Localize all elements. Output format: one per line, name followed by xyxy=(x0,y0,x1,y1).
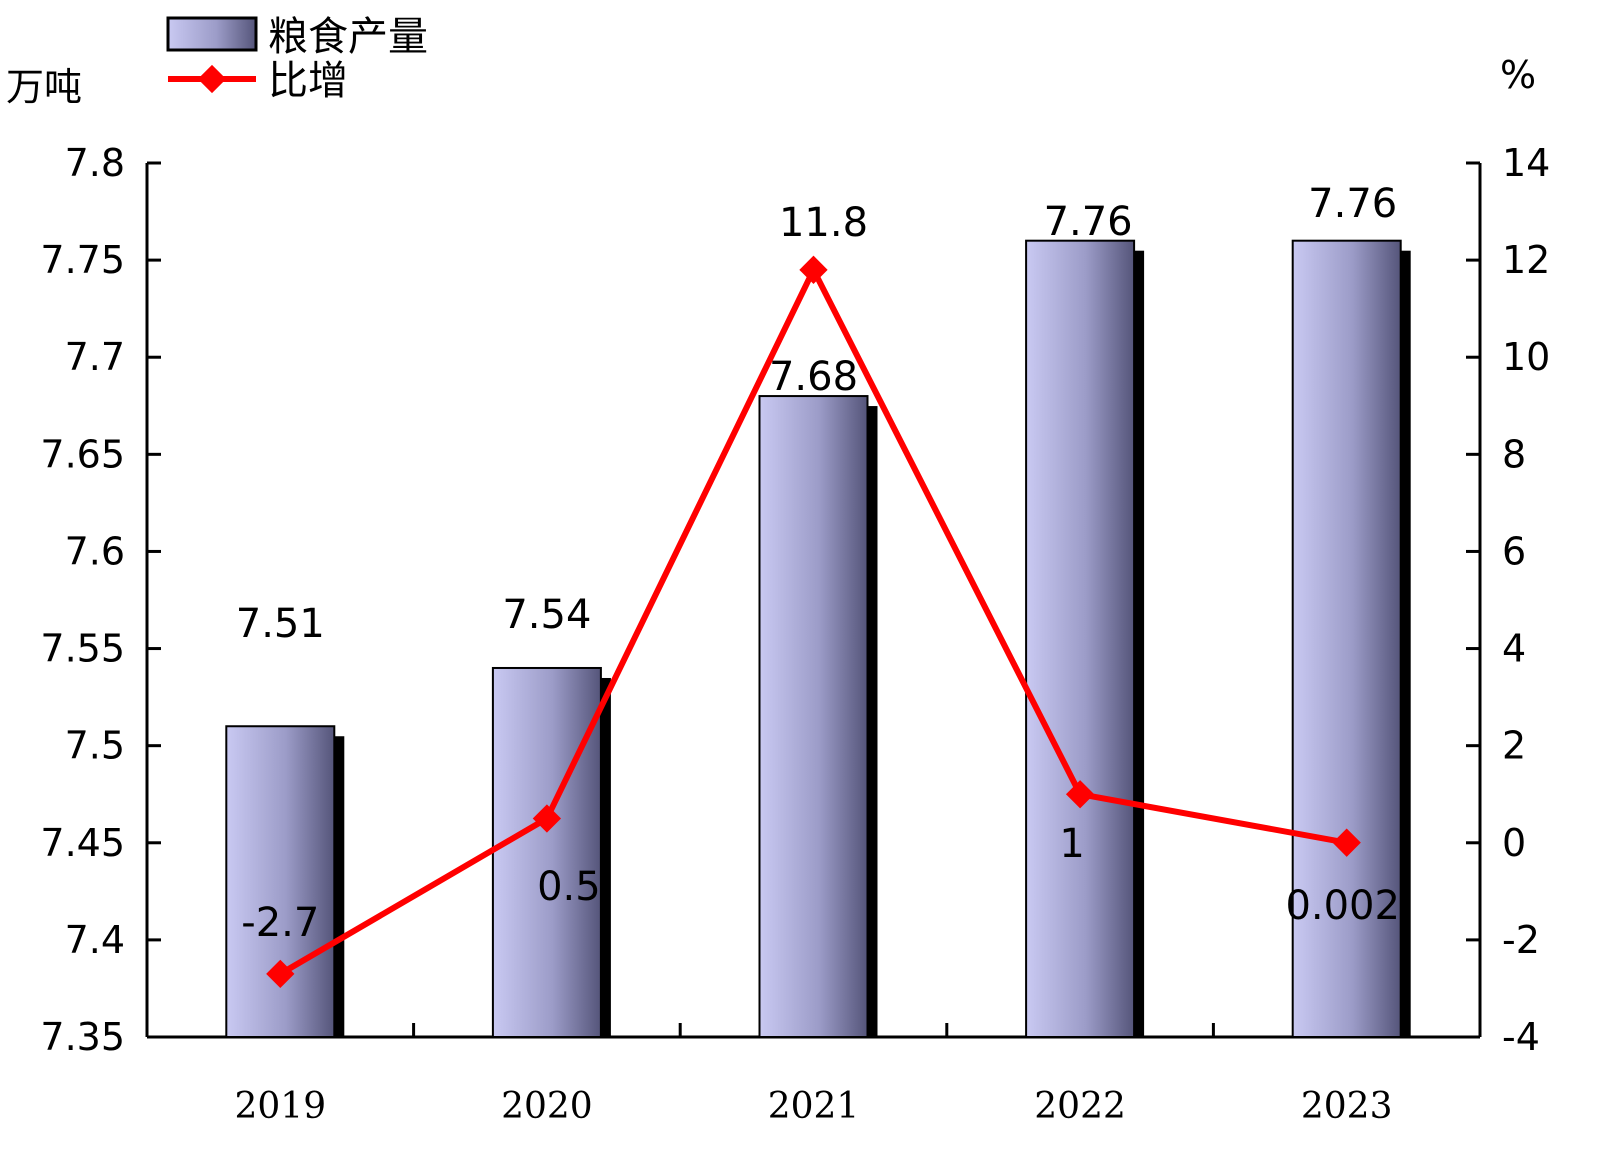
bar-data-label: 7.76 xyxy=(1308,181,1397,227)
right-axis-ticks: -4 -2 0 2 4 6 8 10 12 14 xyxy=(1466,141,1550,1059)
bar-data-label: 7.68 xyxy=(769,354,858,400)
bar-data-label: 7.51 xyxy=(236,601,325,647)
legend-label-bar: 粮食产量 xyxy=(268,14,428,60)
x-tick-label: 2021 xyxy=(768,1086,860,1127)
bar-series xyxy=(225,239,1411,1039)
line-data-label: 0.002 xyxy=(1285,883,1400,929)
line-data-label: 1 xyxy=(1059,821,1084,867)
left-tick-label: 7.35 xyxy=(40,1015,125,1059)
left-tick-label: 7.4 xyxy=(65,918,125,962)
legend-line-marker xyxy=(197,64,227,94)
x-tick-label: 2023 xyxy=(1301,1086,1393,1127)
line-data-labels: -2.7 0.5 11.8 1 0.002 xyxy=(241,200,1400,946)
legend: 粮食产量 比增 xyxy=(166,14,428,104)
left-tick-label: 7.7 xyxy=(65,335,125,379)
line-series xyxy=(266,255,1361,989)
left-tick-label: 7.65 xyxy=(40,432,125,476)
left-tick-label: 7.45 xyxy=(40,821,125,865)
left-tick-label: 7.55 xyxy=(40,627,125,671)
line-data-label: 0.5 xyxy=(537,864,601,910)
right-tick-label: 14 xyxy=(1502,141,1550,185)
bar-data-label: 7.54 xyxy=(502,592,591,638)
legend-label-line: 比增 xyxy=(268,58,348,104)
right-tick-label: -4 xyxy=(1502,1015,1540,1059)
left-tick-label: 7.5 xyxy=(65,724,125,768)
x-tick-label: 2022 xyxy=(1034,1086,1126,1127)
left-axis-unit: 万吨 xyxy=(6,65,82,109)
line-point xyxy=(799,255,828,284)
right-tick-label: 12 xyxy=(1502,238,1550,282)
right-tick-label: 6 xyxy=(1502,529,1526,573)
left-tick-label: 7.6 xyxy=(65,529,125,573)
left-tick-label: 7.75 xyxy=(40,238,125,282)
bar-data-label: 7.76 xyxy=(1044,199,1133,245)
right-tick-label: 0 xyxy=(1502,821,1526,865)
line-data-label: 11.8 xyxy=(779,200,868,246)
left-tick-label: 7.8 xyxy=(65,141,125,185)
legend-bar-swatch xyxy=(166,16,258,52)
line-point xyxy=(1332,828,1361,857)
bar xyxy=(1291,239,1402,1038)
line-point xyxy=(532,804,562,833)
bar xyxy=(1025,239,1136,1038)
line-point xyxy=(266,959,295,989)
x-axis-ticks: 2019 2020 2021 2022 2023 xyxy=(234,1023,1393,1127)
right-tick-label: -2 xyxy=(1502,918,1540,962)
line-data-label: -2.7 xyxy=(241,900,319,946)
x-tick-label: 2020 xyxy=(501,1086,593,1127)
left-axis-ticks: 7.35 7.4 7.45 7.5 7.55 7.6 7.65 7.7 7.75 7.8 xyxy=(40,141,161,1059)
x-tick-label: 2019 xyxy=(234,1086,326,1127)
right-tick-label: 4 xyxy=(1502,627,1526,671)
right-tick-label: 10 xyxy=(1502,335,1550,379)
bar xyxy=(758,395,869,1039)
right-tick-label: 2 xyxy=(1502,724,1526,768)
bar xyxy=(225,725,336,1038)
bar xyxy=(491,666,602,1038)
right-tick-label: 8 xyxy=(1502,432,1526,476)
right-axis-unit: % xyxy=(1500,53,1536,97)
bar-data-labels: 7.51 7.54 7.68 7.76 7.76 xyxy=(236,181,1397,647)
line-point xyxy=(1065,780,1095,809)
